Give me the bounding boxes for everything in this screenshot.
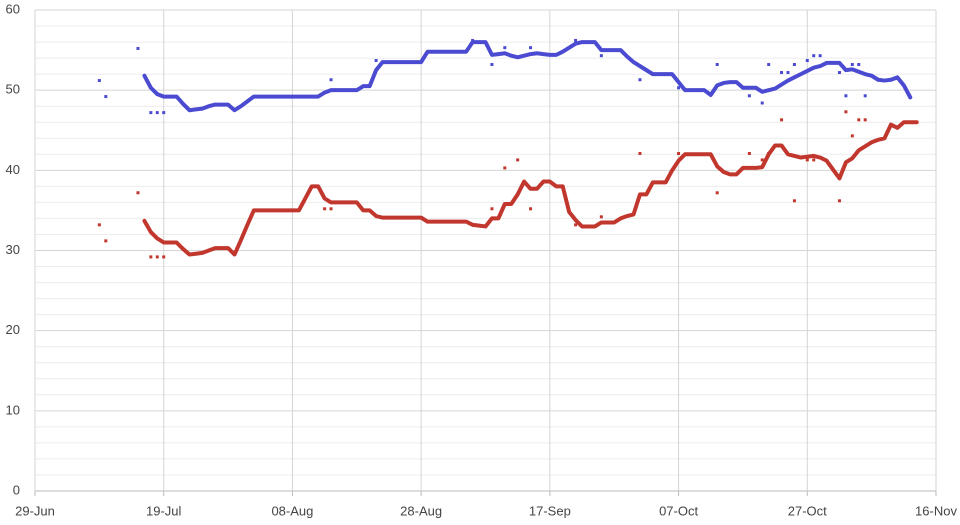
poll-point	[760, 101, 764, 105]
poll-point	[792, 63, 796, 67]
poll-point	[136, 46, 140, 50]
poll-point	[638, 78, 642, 82]
poll-point	[155, 255, 159, 259]
poll-point	[844, 110, 848, 114]
y-tick-label: 0	[13, 482, 20, 497]
poll-point	[529, 207, 533, 211]
y-tick-label: 20	[6, 322, 20, 337]
poll-point	[149, 255, 153, 259]
poll-point	[599, 215, 603, 219]
poll-point	[136, 191, 140, 195]
x-tick-label: 07-Oct	[659, 503, 698, 518]
poll-point	[837, 199, 841, 203]
poll-point	[863, 94, 867, 98]
poll-point	[805, 59, 809, 63]
poll-point	[780, 118, 784, 122]
poll-point	[850, 63, 854, 67]
y-tick-label: 60	[6, 1, 20, 16]
poll-point	[155, 111, 159, 115]
poll-point	[503, 46, 507, 50]
poll-point	[747, 94, 751, 98]
poll-point	[490, 207, 494, 211]
poll-point	[677, 86, 681, 90]
trend-line	[142, 40, 913, 113]
y-tick-label: 40	[6, 162, 20, 177]
poll-point	[323, 207, 327, 211]
x-tick-label: 17-Sep	[529, 503, 571, 518]
poll-point	[329, 207, 333, 211]
poll-point	[97, 79, 101, 83]
poll-point	[780, 71, 784, 75]
poll-point	[760, 158, 764, 162]
poll-point	[812, 54, 816, 58]
poll-point	[767, 151, 771, 155]
poll-point	[747, 151, 751, 155]
poll-point	[490, 63, 494, 67]
poll-point	[503, 166, 507, 170]
poll-point	[715, 63, 719, 67]
poll-point	[767, 63, 771, 67]
poll-point	[805, 158, 809, 162]
poll-point	[792, 199, 796, 203]
y-tick-label: 30	[6, 242, 20, 257]
x-tick-label: 16-Nov	[915, 503, 957, 518]
poll-point	[149, 111, 153, 115]
poll-point	[162, 111, 166, 115]
trend-line	[142, 120, 919, 257]
poll-point	[837, 71, 841, 75]
poll-point	[471, 38, 475, 42]
x-tick-label: 08-Aug	[271, 503, 313, 518]
x-tick-label: 28-Aug	[400, 503, 442, 518]
poll-point	[329, 78, 333, 82]
poll-point	[786, 71, 790, 75]
poll-point	[677, 151, 681, 155]
poll-point	[638, 151, 642, 155]
x-tick-label: 27-Oct	[788, 503, 827, 518]
poll-point	[529, 46, 533, 50]
poll-point	[818, 54, 822, 58]
poll-point	[516, 158, 520, 162]
x-tick-label: 19-Jul	[146, 503, 182, 518]
poll-point	[574, 38, 578, 42]
x-tick-label: 29-Jun	[15, 503, 55, 518]
poll-point	[844, 94, 848, 98]
poll-point	[857, 118, 861, 122]
poll-point	[162, 255, 166, 259]
poll-point	[574, 223, 578, 227]
y-tick-label: 10	[6, 402, 20, 417]
poll-point	[863, 118, 867, 122]
y-tick-label: 50	[6, 82, 20, 97]
poll-point	[97, 223, 101, 227]
poll-point	[850, 134, 854, 138]
poll-point	[857, 63, 861, 67]
poll-point	[599, 54, 603, 58]
poll-point	[715, 191, 719, 195]
poll-point	[812, 158, 816, 162]
poll-point	[104, 95, 108, 99]
poll-point	[374, 59, 378, 63]
poll-point	[104, 239, 108, 243]
